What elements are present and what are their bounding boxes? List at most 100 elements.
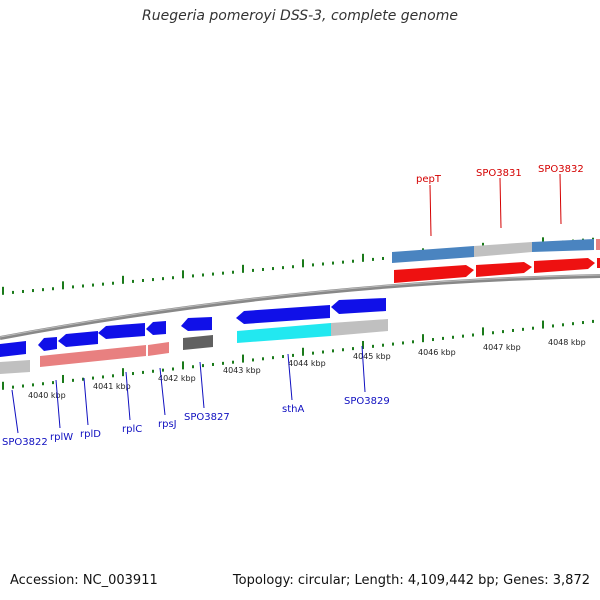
- accession-text: Accession: NC_003911: [10, 573, 158, 588]
- gene-label-pepT: pepT: [416, 174, 442, 185]
- minor-tick: [322, 262, 324, 266]
- kbp-label: 4045 kbp: [353, 352, 391, 361]
- gene-arrow-SPO3822[interactable]: [0, 341, 26, 357]
- kbp-scale: 4040 kbp 4041 kbp 4042 kbp 4043 kbp 4044…: [28, 338, 586, 400]
- minor-tick: [582, 321, 584, 325]
- major-tick: [302, 347, 304, 356]
- gene-arrow-rpsJ[interactable]: [146, 321, 166, 335]
- upper-gene-track[interactable]: [392, 239, 600, 283]
- minor-tick: [92, 376, 94, 380]
- gene-arrow-partial[interactable]: [597, 258, 600, 268]
- label-leader: [83, 377, 89, 426]
- minor-tick: [82, 377, 84, 381]
- minor-tick: [292, 265, 294, 269]
- minor-tick: [272, 267, 274, 271]
- label-leader: [199, 361, 205, 409]
- minor-tick: [322, 350, 324, 354]
- minor-tick: [352, 347, 354, 351]
- label-leader: [125, 371, 131, 421]
- gene-arrow-rplD[interactable]: [58, 331, 98, 347]
- major-tick: [2, 286, 4, 295]
- label-leader: [159, 367, 166, 416]
- minor-tick: [332, 349, 334, 353]
- minor-tick: [512, 328, 514, 332]
- minor-tick: [432, 338, 434, 342]
- minor-tick: [42, 382, 44, 386]
- major-tick: [242, 264, 244, 273]
- gene-label-SPO3829: SPO3829: [344, 396, 390, 407]
- gene-feature-bar[interactable]: [331, 319, 388, 336]
- minor-tick: [72, 378, 74, 382]
- minor-tick: [562, 323, 564, 327]
- genome-backbone: [0, 274, 600, 340]
- gene-feature-bar[interactable]: [596, 239, 600, 250]
- gene-arrow-rplW[interactable]: [38, 337, 57, 351]
- gene-feature-bar[interactable]: [148, 342, 169, 356]
- major-tick: [182, 361, 184, 370]
- major-tick: [542, 237, 544, 246]
- gene-arrow-SPO3829[interactable]: [331, 298, 386, 314]
- gene-feature-bar[interactable]: [183, 335, 213, 350]
- gene-label-rplW: rplW: [50, 432, 73, 443]
- minor-tick: [272, 356, 274, 360]
- minor-tick: [172, 276, 174, 280]
- minor-tick: [72, 285, 74, 289]
- minor-tick: [52, 381, 54, 385]
- gene-feature-bar[interactable]: [0, 360, 30, 374]
- minor-tick: [232, 270, 234, 274]
- minor-tick: [202, 364, 204, 368]
- gene-arrow-pepT[interactable]: [394, 265, 474, 283]
- minor-tick: [592, 319, 594, 323]
- major-tick: [2, 381, 4, 390]
- kbp-label: 4046 kbp: [418, 348, 456, 357]
- gene-arrow-rplC[interactable]: [98, 323, 145, 339]
- minor-tick: [12, 385, 14, 389]
- lower-gene-labels: SPO3822 rplW rplD rplC rpsJ SPO3827 sthA…: [2, 345, 390, 448]
- lower-gene-track[interactable]: [0, 298, 388, 374]
- gene-feature-bar[interactable]: [237, 323, 331, 343]
- gene-arrow-SPO3831[interactable]: [476, 262, 532, 277]
- major-tick: [542, 320, 544, 329]
- genome-summary-text: Topology: circular; Length: 4,109,442 bp…: [232, 573, 590, 588]
- minor-tick: [132, 279, 134, 283]
- minor-tick: [152, 369, 154, 373]
- minor-tick: [112, 374, 114, 378]
- minor-tick: [442, 336, 444, 340]
- minor-tick: [282, 355, 284, 359]
- minor-tick: [52, 287, 54, 291]
- minor-tick: [532, 326, 534, 330]
- minor-tick: [462, 334, 464, 338]
- minor-tick: [332, 261, 334, 265]
- gene-feature-bar[interactable]: [40, 345, 146, 367]
- minor-tick: [132, 372, 134, 376]
- minor-tick: [522, 327, 524, 331]
- major-tick: [122, 368, 124, 377]
- gene-label-SPO3831: SPO3831: [476, 168, 522, 179]
- gene-label-sthA: sthA: [282, 404, 304, 415]
- minor-tick: [392, 342, 394, 346]
- gene-arrow-sthA[interactable]: [236, 305, 330, 324]
- label-leader: [499, 177, 502, 229]
- gene-feature-bar[interactable]: [532, 239, 594, 252]
- major-tick: [242, 354, 244, 363]
- minor-tick: [502, 330, 504, 334]
- minor-tick: [312, 263, 314, 267]
- minor-tick: [42, 288, 44, 292]
- minor-tick: [492, 331, 494, 335]
- gene-arrow-SPO3827[interactable]: [181, 317, 212, 331]
- label-leader: [11, 389, 19, 434]
- minor-tick: [232, 360, 234, 364]
- minor-tick: [352, 259, 354, 263]
- gene-feature-bar[interactable]: [474, 242, 532, 257]
- gene-arrow-SPO3832[interactable]: [534, 258, 595, 273]
- minor-tick: [202, 273, 204, 277]
- minor-tick: [382, 256, 384, 260]
- page-title: Ruegeria pomeroyi DSS-3, complete genome: [142, 8, 458, 24]
- upper-gene-labels: pepT SPO3831 SPO3832: [416, 164, 584, 237]
- minor-tick: [82, 284, 84, 288]
- gene-feature-bar[interactable]: [392, 246, 474, 263]
- minor-tick: [212, 362, 214, 366]
- minor-tick: [342, 260, 344, 264]
- minor-tick: [552, 324, 554, 328]
